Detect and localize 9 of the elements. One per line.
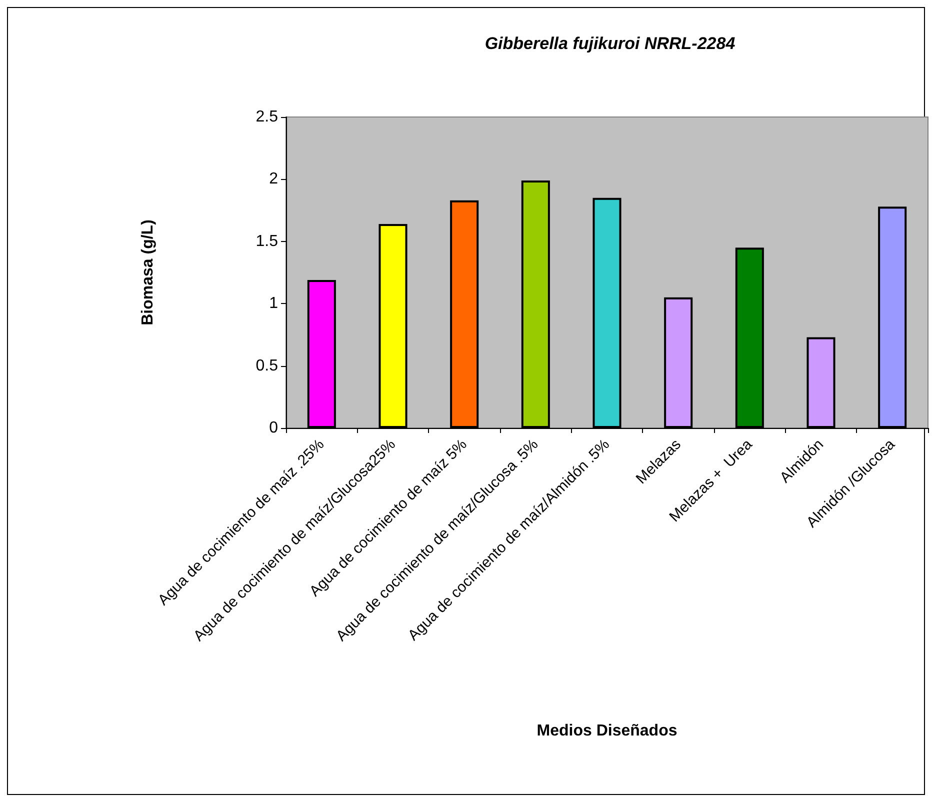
y-tick-label: 2 — [269, 170, 278, 188]
y-tick-label: 1 — [269, 295, 278, 312]
y-axis-title: Biomasa (g/L) — [140, 220, 156, 326]
y-tick-label: 1.5 — [256, 232, 278, 250]
y-tick-label: 0.5 — [256, 357, 278, 374]
x-axis-title: Medios Diseñados — [536, 722, 678, 740]
y-tick-label: 2.5 — [256, 108, 278, 126]
chart-title: Gibberella fujikuroi NRRL-2284 — [484, 34, 736, 53]
y-tick-label: 0 — [269, 420, 278, 436]
